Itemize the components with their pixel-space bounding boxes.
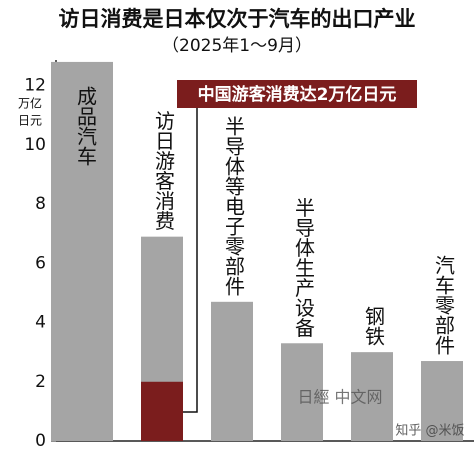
annotation: 中国游客消费达2万亿日元 (198, 84, 397, 105)
y-unit: 日元 (18, 114, 42, 128)
chart-title: 访日消费是日本仅次于汽车的出口产业 (59, 7, 416, 31)
chart-subtitle: （2025年1～9月） (162, 36, 312, 56)
annotation-box (177, 80, 417, 108)
y-tick-label: 4 (35, 313, 46, 333)
y-tick-label: 8 (35, 194, 46, 214)
y-tick-label: 10 (24, 135, 46, 155)
bar (421, 361, 463, 441)
bar (281, 343, 323, 441)
y-tick-label: 12 (24, 76, 46, 96)
watermark: 知乎 @米饭 (395, 423, 464, 439)
y-tick-label: 6 (35, 253, 46, 273)
x-category-label: 访日游客消费 (152, 110, 176, 230)
x-category-label: 半导体生产设备 (292, 197, 316, 337)
y-tick-label: 2 (35, 372, 46, 392)
y-tick-label: 0 (35, 431, 46, 450)
watermark: 日經 中文网 (297, 388, 382, 407)
annotation-leader (183, 108, 198, 413)
x-category-label: 半导体等电子零部件 (222, 115, 246, 295)
x-category-label: 成品汽车 (74, 86, 98, 166)
bar (141, 381, 183, 441)
x-category-label: 汽车零部件 (432, 255, 456, 355)
bar (211, 301, 253, 441)
y-unit: 万亿 (18, 96, 42, 111)
x-category-label: 钢铁 (362, 306, 386, 346)
bar (351, 352, 393, 441)
bar (51, 61, 113, 442)
